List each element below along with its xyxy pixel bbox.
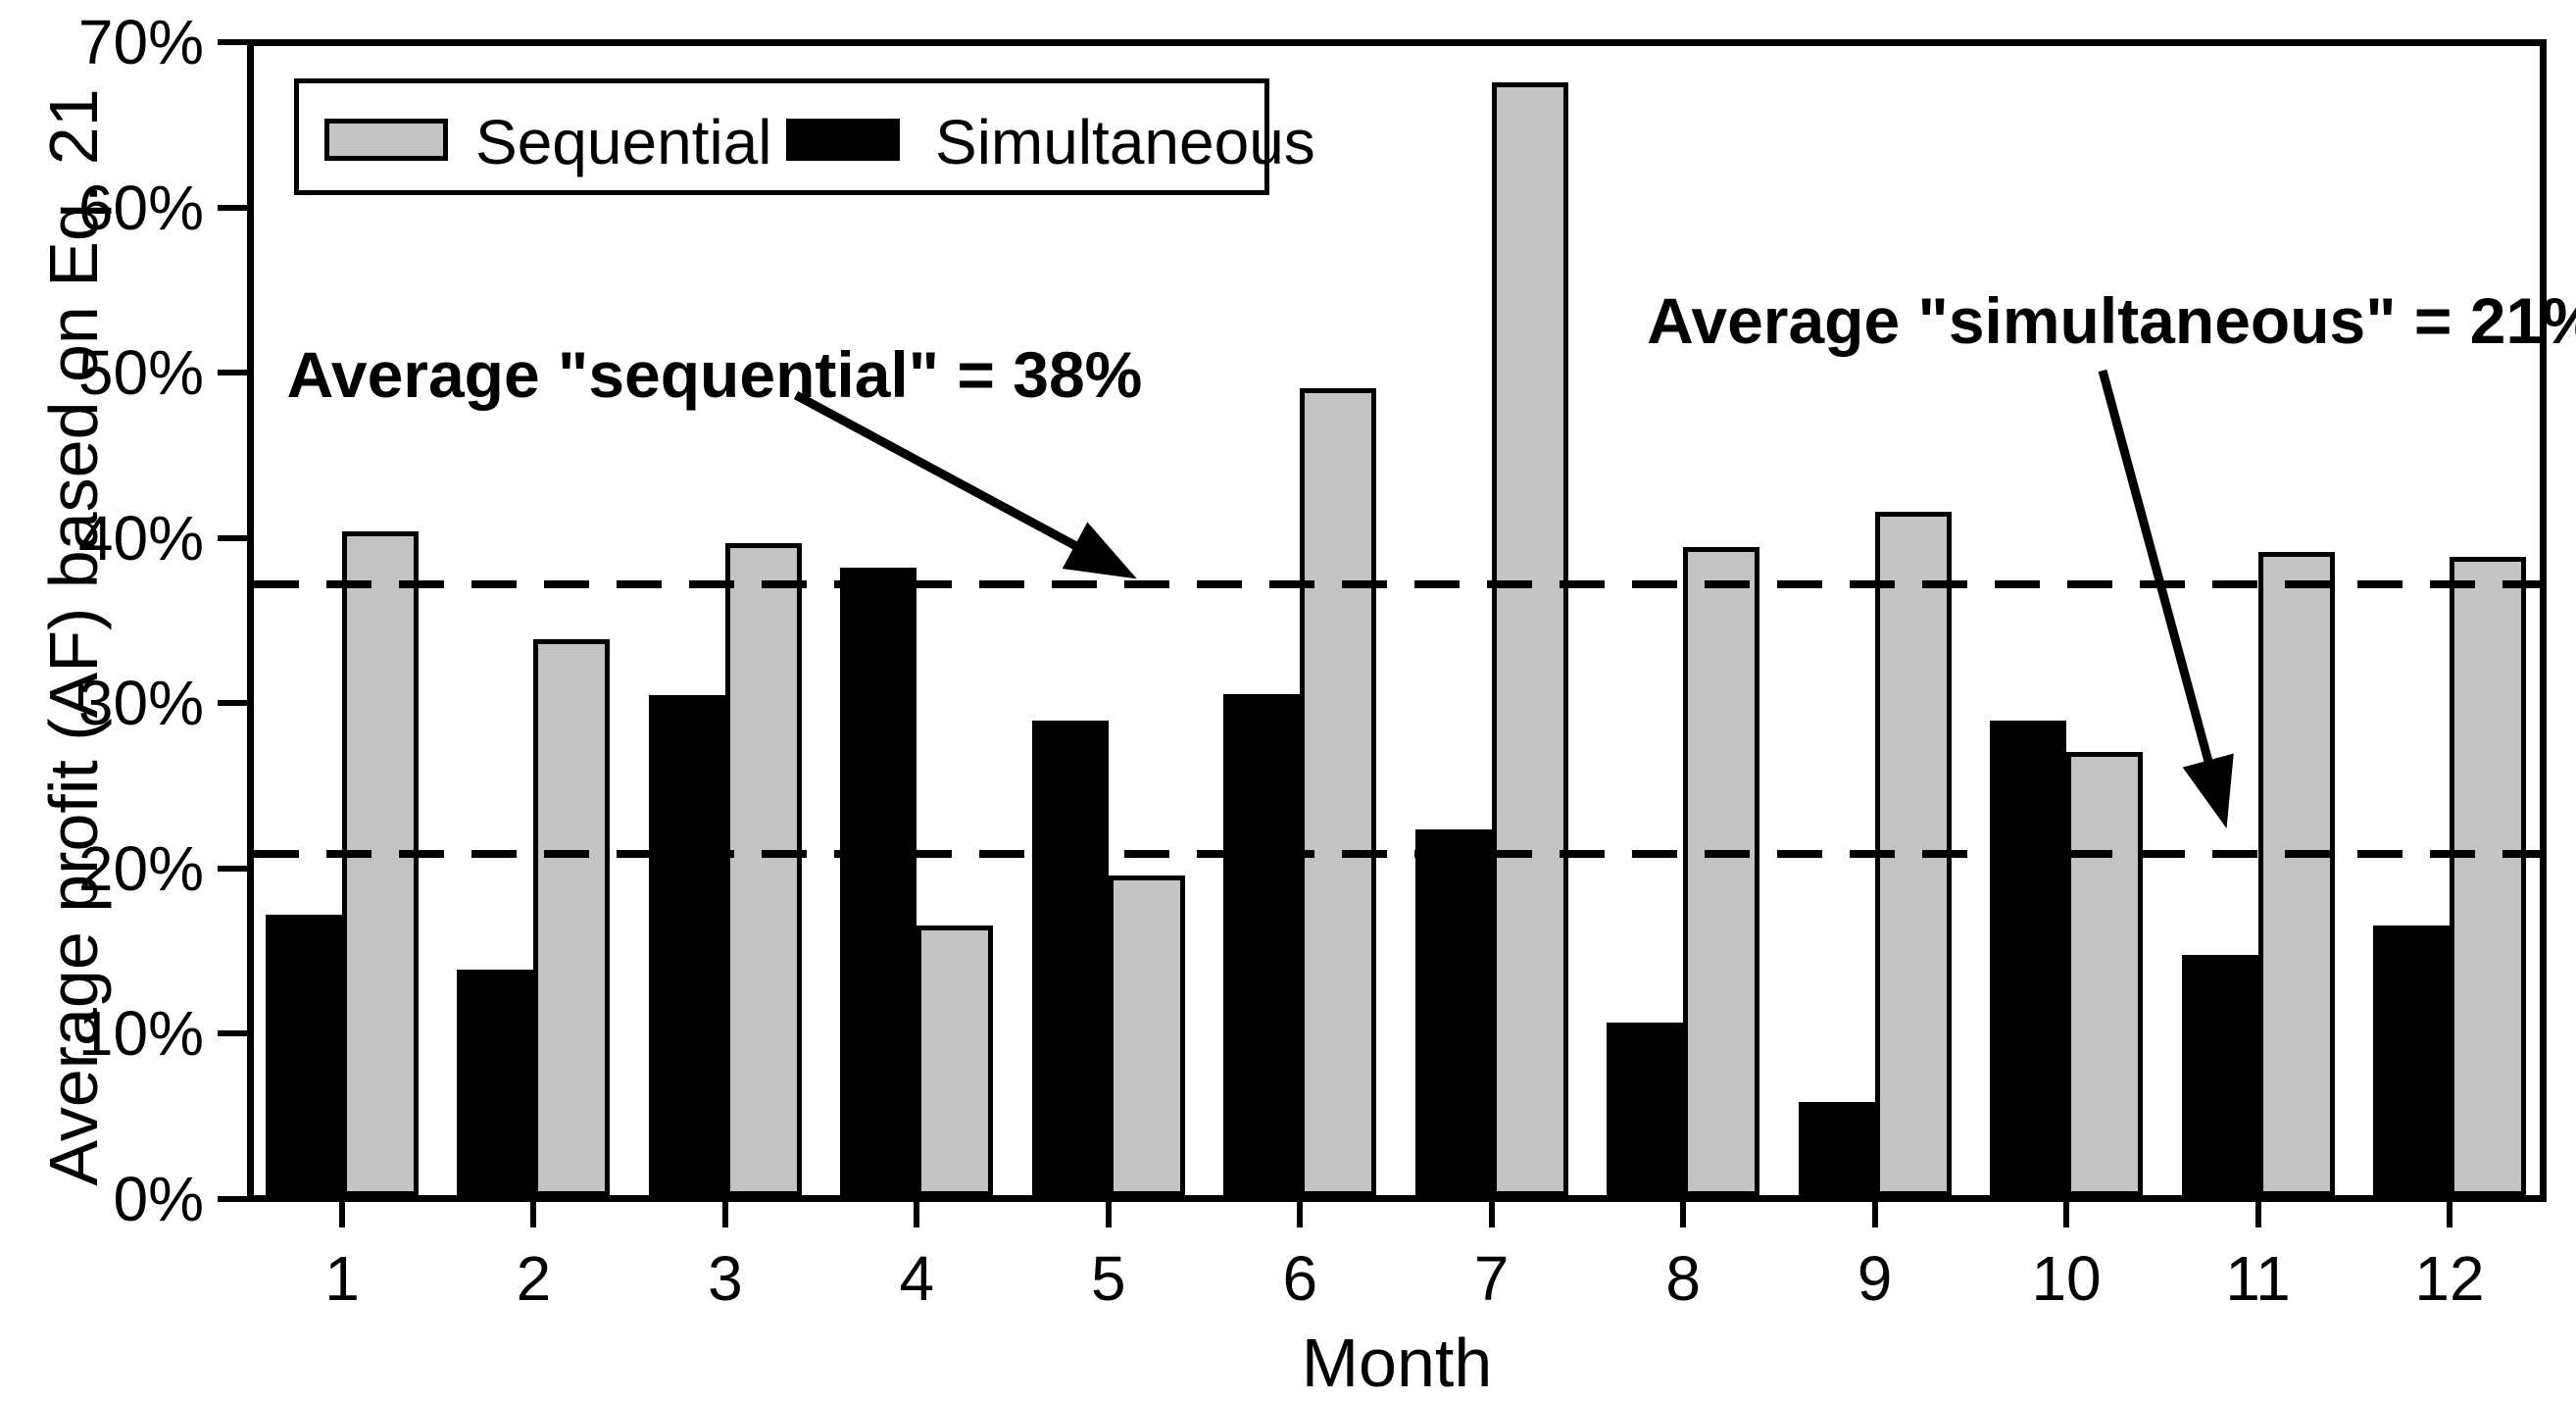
- x-tick-label: 12: [2414, 1243, 2485, 1314]
- x-tick-mark: [2063, 1202, 2070, 1227]
- x-tick-label: 10: [2031, 1243, 2102, 1314]
- bar-simultaneous: [2181, 955, 2258, 1196]
- bar-simultaneous: [648, 695, 725, 1196]
- legend-swatch-simultaneous: [786, 119, 900, 161]
- x-tick-label: 9: [1857, 1243, 1893, 1314]
- y-tick-mark: [218, 1030, 247, 1037]
- annotation-simultaneous-average: Average "simultaneous" = 21%: [1647, 284, 2576, 357]
- bar-simultaneous: [457, 970, 534, 1196]
- bar-sequential: [1491, 82, 1568, 1196]
- x-tick-mark: [339, 1202, 345, 1227]
- legend-label-simultaneous: Simultaneous: [935, 107, 1315, 177]
- x-tick-label: 3: [708, 1243, 743, 1314]
- y-tick-mark: [218, 370, 247, 376]
- y-tick-label: 50%: [77, 337, 204, 409]
- bar-simultaneous: [266, 915, 342, 1196]
- bar-sequential: [916, 926, 994, 1196]
- x-tick-mark: [1680, 1202, 1687, 1227]
- x-tick-mark: [721, 1202, 728, 1227]
- x-tick-label: 7: [1473, 1243, 1510, 1314]
- bar-simultaneous: [1607, 1023, 1684, 1196]
- bar-sequential: [1108, 876, 1185, 1196]
- x-tick-label: 11: [2225, 1243, 2291, 1314]
- x-tick-label: 2: [516, 1243, 552, 1314]
- bar-simultaneous: [2372, 926, 2450, 1196]
- x-tick-mark: [1488, 1202, 1495, 1227]
- bar-sequential: [2066, 752, 2144, 1196]
- bar-simultaneous: [1414, 829, 1492, 1196]
- reference-line: [254, 849, 2540, 858]
- x-tick-mark: [914, 1202, 920, 1227]
- y-tick-mark: [218, 865, 247, 872]
- bar-sequential: [724, 543, 802, 1196]
- reference-line: [254, 579, 2540, 588]
- y-tick-label: 10%: [77, 998, 204, 1070]
- bar-simultaneous: [1031, 721, 1109, 1196]
- bar-simultaneous: [1798, 1102, 1875, 1196]
- x-tick-mark: [2254, 1202, 2261, 1227]
- bar-sequential: [1300, 388, 1377, 1196]
- x-tick-mark: [1871, 1202, 1878, 1227]
- y-tick-mark: [218, 1196, 247, 1202]
- annotation-sequential-average: Average "sequential" = 38%: [286, 338, 1143, 411]
- y-tick-label: 40%: [77, 502, 204, 574]
- bar-sequential: [2257, 552, 2335, 1196]
- x-tick-label: 4: [899, 1243, 935, 1314]
- bar-simultaneous: [1223, 694, 1301, 1196]
- x-axis-title: Month: [1301, 1325, 1493, 1401]
- x-tick-mark: [1105, 1202, 1112, 1227]
- y-tick-label: 0%: [113, 1164, 205, 1234]
- x-tick-label: 1: [324, 1243, 360, 1314]
- y-tick-mark: [218, 534, 247, 541]
- bar-sequential: [342, 531, 419, 1196]
- legend: Sequential Simultaneous: [294, 78, 1315, 195]
- x-tick-label: 6: [1282, 1243, 1318, 1314]
- x-tick-mark: [530, 1202, 537, 1227]
- y-tick-mark: [218, 700, 247, 707]
- bar-sequential: [2449, 557, 2526, 1196]
- y-tick-mark: [218, 204, 247, 211]
- y-tick-mark: [218, 39, 247, 45]
- legend-swatch-sequential: [324, 119, 448, 161]
- y-tick-label: 30%: [77, 668, 204, 739]
- y-tick-label: 70%: [77, 7, 204, 77]
- x-tick-mark: [2446, 1202, 2452, 1227]
- legend-label-sequential: Sequential: [475, 107, 772, 177]
- y-tick-label: 60%: [77, 172, 204, 243]
- bar-sequential: [533, 639, 611, 1196]
- bar-simultaneous: [840, 568, 917, 1196]
- x-tick-label: 5: [1091, 1243, 1126, 1314]
- y-tick-label: 20%: [77, 832, 204, 904]
- bar-simultaneous: [1990, 721, 2067, 1196]
- x-tick-mark: [1297, 1202, 1304, 1227]
- x-tick-label: 8: [1665, 1243, 1701, 1314]
- bar-sequential: [1683, 547, 1760, 1196]
